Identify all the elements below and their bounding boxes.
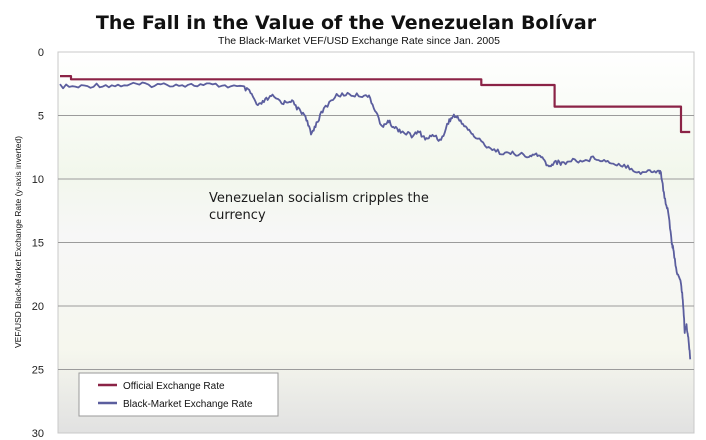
legend-box [78,372,279,417]
chart-subtitle: The Black-Market VEF/USD Exchange Rate s… [218,35,500,47]
series-line-official [60,74,691,134]
y-tick-label: 15 [32,238,44,250]
grid-lines [58,115,694,370]
legend: Official Exchange Rate Black-Market Exch… [78,372,279,417]
y-tick-label: 25 [32,365,44,377]
annotation-line-1: Venezuelan socialism cripples the [209,191,429,206]
legend-label-official: Official Exchange Rate [123,381,225,392]
chart-title: The Fall in the Value of the Venezuelan … [96,12,597,34]
y-tick-label: 0 [38,47,44,59]
y-tick-label: 30 [32,428,44,440]
y-tick-label: 5 [38,111,44,123]
annotation-line-2: currency [209,208,266,223]
y-axis-ticks: 0 5 10 15 20 25 30 [32,47,44,440]
y-tick-label: 10 [32,174,44,186]
y-tick-label: 20 [32,301,44,313]
legend-label-black-market: Black-Market Exchange Rate [123,399,253,410]
series-line-black-market [59,81,692,360]
series-layer [59,74,692,360]
y-axis-label: VEF/USD Black-Market Exchange Rate (y-ax… [13,136,23,348]
